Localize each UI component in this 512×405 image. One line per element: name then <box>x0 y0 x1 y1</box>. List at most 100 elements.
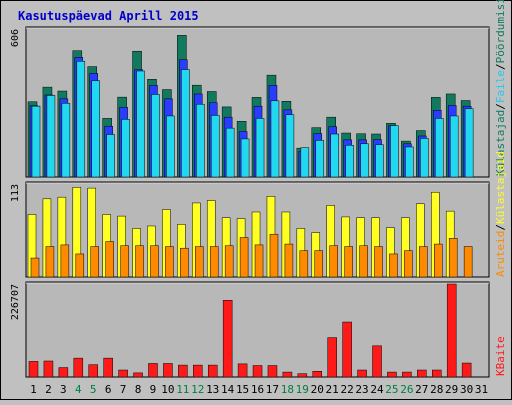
bar-kbytes <box>193 364 203 378</box>
legend-entry: / <box>494 63 507 70</box>
bar-orange <box>224 245 234 278</box>
bar-files <box>285 114 295 178</box>
bar-files <box>330 133 339 178</box>
legend-entry: / <box>494 224 507 231</box>
bar-kbytes <box>461 362 472 378</box>
bar-orange <box>90 246 99 278</box>
bar-kbytes <box>342 321 352 378</box>
bar-files <box>106 134 115 178</box>
bar-kbytes <box>73 357 84 378</box>
bar-orange <box>120 245 129 278</box>
day-label: 25 <box>385 383 398 396</box>
bar-orange <box>75 253 85 278</box>
bar-kbytes <box>446 283 457 378</box>
bar-orange <box>135 245 144 278</box>
day-label: 22 <box>340 383 353 396</box>
bar-files <box>255 118 265 178</box>
bar-files <box>31 105 41 178</box>
bar-files <box>375 144 384 178</box>
day-label: 9 <box>150 383 157 396</box>
day-label: 19 <box>296 383 309 396</box>
legend-entry: Aruteid <box>494 231 507 277</box>
day-label: 5 <box>90 383 97 396</box>
bar-kbytes <box>88 364 98 378</box>
bar-kbytes <box>252 365 263 378</box>
bar-kbytes <box>282 371 293 378</box>
legend-entry: Külastajaid <box>494 151 507 224</box>
bar-kbytes <box>237 363 248 378</box>
bar-orange <box>284 243 294 278</box>
legend-top: Külastajad/Faile/Pöördumisi <box>494 0 507 176</box>
bar-orange <box>329 245 338 278</box>
bar-kbytes <box>207 364 218 378</box>
bar-files <box>136 70 145 178</box>
day-label: 30 <box>460 383 473 396</box>
day-label: 28 <box>430 383 443 396</box>
bar-files <box>121 119 130 178</box>
bar-kbytes <box>43 360 54 378</box>
bar-files <box>300 147 310 178</box>
panel-bottom: 226707 <box>10 281 490 378</box>
bar-orange <box>463 246 473 278</box>
bar-kbytes <box>417 369 427 378</box>
bar-files <box>46 95 56 178</box>
bar-orange <box>419 246 428 278</box>
bar-kbytes <box>267 365 278 378</box>
day-label: 17 <box>266 383 279 396</box>
bar-orange <box>105 241 114 278</box>
day-label: 11 <box>176 383 189 396</box>
bar-files <box>196 103 205 178</box>
bar-kbytes <box>432 369 442 378</box>
panel-top: 606 <box>10 26 490 178</box>
bar-files <box>91 80 100 178</box>
bar-orange <box>389 253 398 278</box>
day-label: 4 <box>75 383 82 396</box>
day-label: 14 <box>221 383 235 396</box>
bar-files <box>270 100 280 178</box>
legend-middle: Aruteid/Külastajaid <box>494 151 507 277</box>
bar-orange <box>45 246 55 278</box>
panel-max-label: 226707 <box>10 284 21 320</box>
day-label: 3 <box>60 383 67 396</box>
day-label: 6 <box>105 383 112 396</box>
bar-orange <box>165 246 174 278</box>
day-label: 27 <box>415 383 428 396</box>
day-label: 29 <box>445 383 458 396</box>
chart-title: Kasutuspäevad Aprill 2015 <box>18 9 199 23</box>
bar-kbytes <box>118 369 128 378</box>
panel-frame <box>25 281 490 378</box>
day-label: 18 <box>281 383 294 396</box>
bar-kbytes <box>103 357 113 378</box>
day-label: 23 <box>355 383 368 396</box>
bar-orange <box>448 238 458 278</box>
day-label: 13 <box>206 383 219 396</box>
day-label: 2 <box>45 383 52 396</box>
bar-kbytes <box>222 300 233 378</box>
bar-orange <box>374 246 383 278</box>
bar-orange <box>30 257 40 278</box>
bar-files <box>315 140 325 178</box>
legend-entry: Faile <box>494 70 507 103</box>
bar-files <box>435 118 444 178</box>
bar-files <box>225 127 235 178</box>
bar-orange <box>254 244 264 278</box>
day-label: 12 <box>191 383 204 396</box>
day-label: 24 <box>370 383 384 396</box>
bar-files <box>405 146 414 178</box>
legend-bottom: KBaite <box>494 336 507 376</box>
day-label: 15 <box>236 383 249 396</box>
day-label: 31 <box>475 383 488 396</box>
bar-files <box>166 115 175 178</box>
bar-files <box>240 138 250 178</box>
bar-orange <box>359 245 368 278</box>
bar-kbytes <box>178 364 188 378</box>
bar-orange <box>180 247 189 278</box>
bar-orange <box>344 246 353 278</box>
day-label: 8 <box>135 383 142 396</box>
bar-files <box>464 108 474 178</box>
bar-orange <box>209 246 219 278</box>
bar-kbytes <box>372 345 382 378</box>
bar-kbytes <box>28 361 39 378</box>
legend-entry: / <box>494 103 507 110</box>
